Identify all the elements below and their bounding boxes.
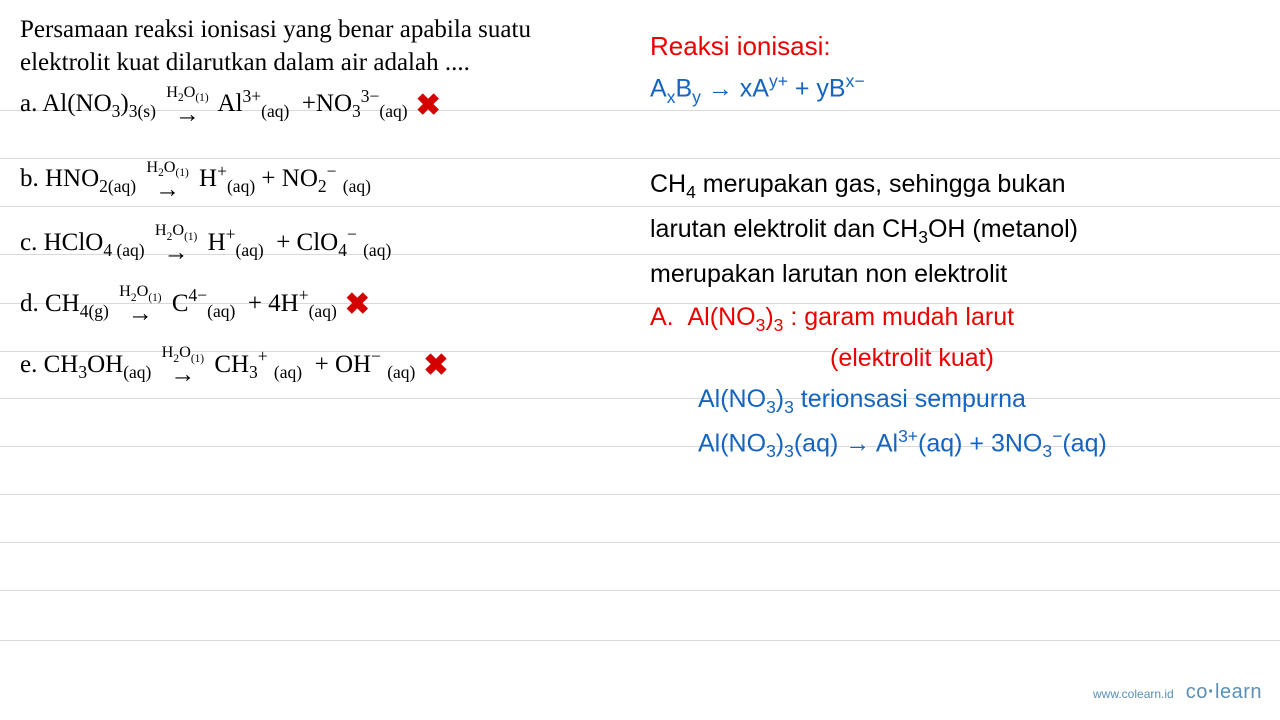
answer-a-subline: (elektrolit kuat) <box>650 339 1260 378</box>
right-column: Reaksi ionisasi: AxBy → xAy+ + yBx− CH4 … <box>650 26 1260 465</box>
arrow-reagent: H2O(1) → <box>146 160 188 201</box>
option-d-lhs: d. CH4(g) <box>20 290 109 317</box>
option-e: e. CH3OH(aq) H2O(1) → CH3+ (aq) + OH− (a… <box>20 345 610 386</box>
cross-icon: ✖ <box>423 346 448 385</box>
horizontal-rule <box>0 494 1280 495</box>
question-line-2: elektrolit kuat dilarutkan dalam air ada… <box>20 49 470 76</box>
explain-line-1: CH4 merupakan gas, sehingga bukan <box>650 165 1260 206</box>
option-a-rhs: Al3+(aq) +NO33−(aq) <box>218 90 408 117</box>
explain-line-3: merupakan larutan non elektrolit <box>650 255 1260 294</box>
ionization-title: Reaksi ionisasi: <box>650 26 1260 66</box>
option-a-equation: a. Al(NO3)3(s) H2O(1) → Al3+(aq) +NO33−(… <box>20 85 408 126</box>
explain-line-2: larutan elektrolit dan CH3OH (metanol) <box>650 210 1260 251</box>
brand-dot: · <box>1208 681 1215 703</box>
horizontal-rule <box>0 640 1280 641</box>
option-b-equation: b. HNO2(aq) H2O(1) → H+(aq) + NO2− (aq) <box>20 160 371 201</box>
option-c-equation: c. HClO4 (aq) H2O(1) → H+(aq) + ClO4− (a… <box>20 223 391 264</box>
horizontal-rule <box>0 590 1280 591</box>
option-b-rhs: H+(aq) + NO2− (aq) <box>199 165 371 192</box>
left-column: Persamaan reaksi ionisasi yang benar apa… <box>20 14 610 386</box>
question-text: Persamaan reaksi ionisasi yang benar apa… <box>20 14 610 79</box>
general-equation: AxBy → xAy+ + yBx− <box>650 68 1260 110</box>
horizontal-rule <box>0 542 1280 543</box>
cross-icon: ✖ <box>345 285 370 324</box>
cross-icon: ✖ <box>416 86 441 125</box>
footer-url: www.colearn.id <box>1093 687 1174 701</box>
option-a-lhs: a. Al(NO3)3(s) <box>20 90 156 117</box>
footer: www.colearn.id co·learn <box>1093 681 1262 704</box>
brand-learn: learn <box>1215 681 1262 703</box>
explanation-paragraph: CH4 merupakan gas, sehingga bukan laruta… <box>650 165 1260 294</box>
option-d-equation: d. CH4(g) H2O(1) → C4−(aq) + 4H+(aq) <box>20 284 337 325</box>
option-e-rhs: CH3+ (aq) + OH− (aq) <box>214 351 415 378</box>
question-line-1: Persamaan reaksi ionisasi yang benar apa… <box>20 16 531 43</box>
arrow-reagent: H2O(1) → <box>162 345 204 386</box>
arrow-reagent: H2O(1) → <box>155 223 197 264</box>
brand-co: co <box>1186 681 1208 703</box>
arrow-reagent: H2O(1) → <box>119 284 161 325</box>
option-d-rhs: C4−(aq) + 4H+(aq) <box>172 290 337 317</box>
arrow-reagent: H2O(1) → <box>166 85 208 126</box>
option-e-equation: e. CH3OH(aq) H2O(1) → CH3+ (aq) + OH− (a… <box>20 345 415 386</box>
option-a: a. Al(NO3)3(s) H2O(1) → Al3+(aq) +NO33−(… <box>20 85 610 126</box>
option-c: c. HClO4 (aq) H2O(1) → H+(aq) + ClO4− (a… <box>20 223 610 264</box>
answer-a-line: A. Al(NO3)3 : garam mudah larut <box>650 298 1260 339</box>
option-c-rhs: H+(aq) + ClO4− (aq) <box>208 229 392 256</box>
option-e-lhs: e. CH3OH(aq) <box>20 351 151 378</box>
option-b: b. HNO2(aq) H2O(1) → H+(aq) + NO2− (aq) <box>20 160 610 201</box>
answer-blue-line-1: Al(NO3)3 terionsasi sempurna <box>650 380 1260 421</box>
option-d: d. CH4(g) H2O(1) → C4−(aq) + 4H+(aq) ✖ <box>20 284 610 325</box>
page: Persamaan reaksi ionisasi yang benar apa… <box>0 0 1280 720</box>
option-b-lhs: b. HNO2(aq) <box>20 165 136 192</box>
option-c-lhs: c. HClO4 (aq) <box>20 229 145 256</box>
footer-brand: co·learn <box>1186 681 1262 704</box>
answer-blue-line-2: Al(NO3)3(aq) → Al3+(aq) + 3NO3−(aq) <box>650 423 1260 465</box>
